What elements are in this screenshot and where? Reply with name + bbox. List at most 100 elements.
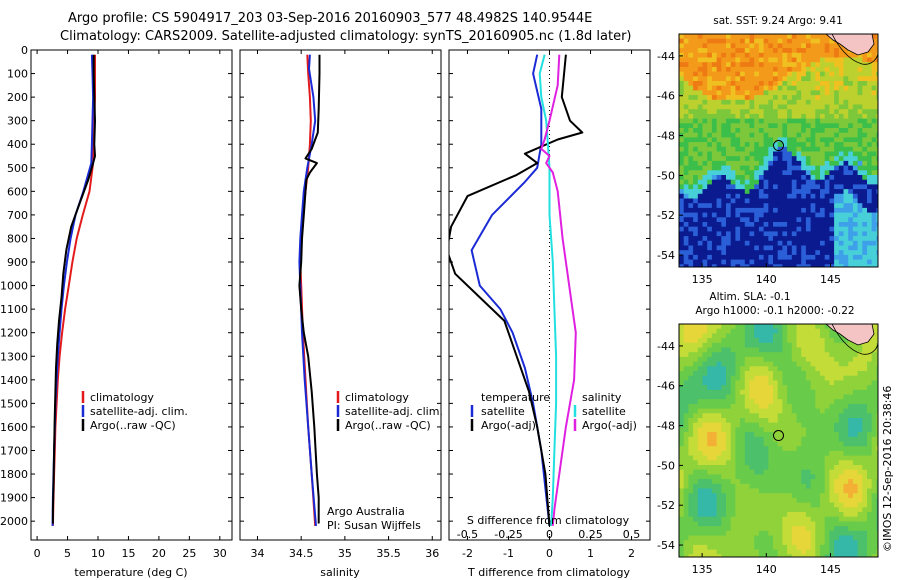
sst-cell: [801, 231, 807, 237]
sst-cell: [768, 34, 774, 40]
sla-cell: [702, 488, 708, 494]
sst-cell: [829, 109, 835, 115]
x-tick-label: 34: [250, 547, 264, 560]
sla-cell: [693, 399, 699, 405]
sst-cell: [796, 264, 802, 267]
sla-cell: [773, 352, 779, 358]
sst-cell: [688, 170, 694, 176]
sla-cell: [801, 338, 807, 344]
sla-cell: [688, 380, 694, 386]
sst-cell: [834, 62, 840, 68]
sla-cell: [852, 493, 858, 499]
sla-cell: [871, 512, 877, 518]
sla-cell: [735, 535, 741, 541]
sla-cell: [871, 530, 877, 536]
sst-cell: [810, 236, 816, 242]
sst-cell: [711, 95, 717, 101]
sla-cell: [777, 450, 783, 456]
sla-cell: [857, 366, 863, 372]
sst-cell: [744, 207, 750, 213]
sla-cell: [721, 502, 727, 508]
sst-cell: [867, 90, 873, 96]
sla-cell: [871, 333, 877, 339]
sst-cell: [749, 146, 755, 152]
sla-cell: [852, 408, 858, 414]
sst-cell: [876, 250, 878, 256]
sla-cell: [810, 521, 816, 527]
sla-cell: [848, 465, 854, 471]
y-tick-label: 500: [7, 162, 28, 175]
sst-cell: [871, 264, 877, 267]
sst-cell: [702, 170, 708, 176]
sst-cell: [829, 226, 835, 232]
sst-cell: [740, 71, 746, 77]
sla-cell: [726, 408, 732, 414]
sla-cell: [721, 385, 727, 391]
sst-cell: [857, 217, 863, 223]
sla-cell: [820, 403, 826, 409]
sla-cell: [688, 427, 694, 433]
sst-cell: [820, 57, 826, 63]
sst-cell: [693, 142, 699, 148]
sla-cell: [683, 427, 689, 433]
sla-cell: [702, 338, 708, 344]
sst-cell: [843, 240, 849, 246]
sst-cell: [688, 104, 694, 110]
sst-cell: [726, 99, 732, 105]
sla-cell: [711, 474, 717, 480]
sla-cell: [871, 413, 877, 419]
sla-cell: [758, 465, 764, 471]
sla-cell: [707, 516, 713, 522]
sla-cell: [815, 385, 821, 391]
sla-cell: [791, 521, 797, 527]
sst-cell: [716, 226, 722, 232]
sla-cell: [782, 544, 788, 550]
sst-cell: [805, 203, 811, 209]
sla-cell: [876, 436, 878, 442]
sst-cell: [726, 212, 732, 218]
sla-cell: [777, 394, 783, 400]
sla-cell: [810, 474, 816, 480]
sst-cell: [707, 193, 713, 199]
sst-cell: [876, 118, 878, 124]
sla-cell: [693, 512, 699, 518]
sst-cell: [740, 104, 746, 110]
sla-cell: [679, 497, 685, 503]
sla-cell: [838, 333, 844, 339]
sst-cell: [679, 113, 685, 119]
sst-cell: [768, 38, 774, 44]
sst-cell: [693, 146, 699, 152]
sla-cell: [852, 389, 858, 395]
sst-cell: [773, 66, 779, 72]
sst-cell: [688, 193, 694, 199]
sla-cell: [749, 375, 755, 381]
sst-cell: [796, 226, 802, 232]
sst-cell: [782, 109, 788, 115]
sla-cell: [815, 371, 821, 377]
sst-cell: [852, 193, 858, 199]
sst-cell: [697, 146, 703, 152]
sst-cell: [871, 217, 877, 223]
sst-cell: [711, 142, 717, 148]
sla-cell: [805, 399, 811, 405]
sla-cell: [683, 455, 689, 461]
lat-tick-label: -44: [657, 50, 675, 63]
sst-cell: [697, 207, 703, 213]
sla-cell: [810, 479, 816, 485]
sst-cell: [777, 118, 783, 124]
sla-cell: [801, 422, 807, 428]
sst-cell: [871, 48, 877, 54]
sst-cell: [801, 236, 807, 242]
sst-cell: [758, 179, 764, 185]
sla-cell: [693, 375, 699, 381]
sst-cell: [721, 132, 727, 138]
sst-cell: [679, 217, 685, 223]
sst-cell: [796, 128, 802, 134]
sst-cell: [744, 66, 750, 72]
sla-cell: [871, 328, 877, 334]
sla-cell: [805, 544, 811, 550]
sst-cell: [735, 34, 741, 40]
sst-cell: [820, 142, 826, 148]
sla-cell: [834, 413, 840, 419]
sst-cell: [763, 160, 769, 166]
